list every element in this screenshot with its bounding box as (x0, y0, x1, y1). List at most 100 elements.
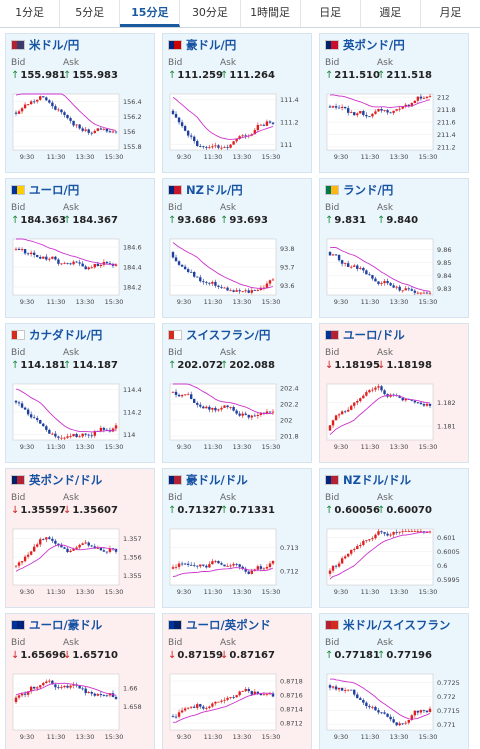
tab-1[interactable]: 5分足 (60, 0, 121, 27)
tab-5[interactable]: 日足 (301, 0, 361, 27)
pair-name[interactable]: 英ポンド/ドル (29, 473, 103, 487)
y-tick-label: 114 (123, 431, 135, 439)
candle-body (90, 435, 93, 437)
candle-body (99, 264, 103, 267)
pair-name[interactable]: NZドル/円 (186, 183, 243, 197)
candle-body (48, 680, 51, 682)
candlestick-chart[interactable]: 1.182 1.181 9:30 11:30 13:30 15:30 (325, 382, 463, 454)
tab-6[interactable]: 週足 (361, 0, 421, 27)
pair-name[interactable]: NZドル/ドル (343, 473, 412, 487)
pair-name[interactable]: 米ドル/スイスフラン (343, 618, 451, 632)
arrow-down-icon: ↓ (11, 650, 20, 661)
candle-body (226, 697, 229, 700)
pair-name[interactable]: ユーロ/豪ドル (29, 618, 103, 632)
pair-name[interactable]: スイスフラン/円 (186, 328, 271, 342)
candle-body (69, 550, 72, 553)
candle-body (368, 390, 371, 393)
tab-7[interactable]: 月足 (439, 6, 462, 19)
candle-body (410, 102, 414, 107)
candle-body (177, 261, 181, 265)
rate-card: NZドル/ドル Bid Ask ↑0.60056 ↑0.60070 0.601 0.6005… (319, 468, 469, 608)
candle-body (353, 112, 356, 116)
candle-body (265, 121, 269, 126)
candlestick-chart[interactable]: 0.8718 0.8716 0.8714 0.8712 9:30 11:30 13:30 15… (168, 672, 306, 744)
pair-name[interactable]: ユーロ/英ポンド (186, 618, 271, 632)
pair-name[interactable]: カナダドル/円 (29, 328, 103, 342)
x-tick-label: 15:30 (419, 443, 438, 451)
pair-name[interactable]: 英ポンド/円 (343, 38, 405, 52)
tab-3[interactable]: 30分足 (180, 0, 241, 27)
bid-price: 0.71327 (177, 505, 223, 516)
pair-name[interactable]: ユーロ/円 (29, 183, 80, 197)
bid-price: 155.981 (20, 70, 66, 81)
pair-name[interactable]: ランド/円 (343, 183, 394, 197)
candle-body (217, 409, 220, 411)
y-tick-label: 0.713 (280, 544, 299, 552)
candlestick-chart[interactable]: 156.4 156.2 156 155.8 9:30 11:30 13:30 15:30 (11, 92, 149, 164)
bid-value: ↓0.87159 (168, 650, 223, 664)
bid-price: 202.072 (177, 360, 223, 371)
arrow-up-icon: ↑ (377, 70, 386, 81)
candle-body (214, 407, 217, 411)
candlestick-chart[interactable]: 93.8 93.7 93.6 9:30 11:30 13:30 15:30 (168, 237, 306, 309)
candlestick-chart[interactable]: 1.66 1.658 9:30 11:30 13:30 15:30 (11, 672, 149, 744)
candle-body (69, 118, 72, 121)
candle-body (90, 692, 93, 694)
candlestick-chart[interactable]: 1.357 1.356 1.355 9:30 11:30 13:30 15:30 (11, 527, 149, 599)
candle-body (17, 695, 21, 698)
candle-body (398, 286, 401, 291)
candle-body (183, 394, 187, 396)
tab-0[interactable]: 1分足 (0, 0, 61, 27)
candlestick-chart[interactable]: 202.4 202.2 202 201.8 9:30 11:30 13:30 15:30 (168, 382, 306, 454)
flag-icon (11, 330, 25, 340)
candlestick-chart[interactable]: 0.601 0.6005 0.6 0.5995 9:30 11:30 13:30 15:30 (325, 527, 463, 599)
candlestick-chart[interactable]: 0.713 0.712 9:30 11:30 13:30 15:30 (168, 527, 306, 599)
candle-body (20, 108, 24, 112)
candle-body (60, 687, 63, 688)
candle-body (202, 146, 205, 148)
candle-body (202, 406, 205, 409)
candle-body (419, 710, 423, 713)
candle-body (389, 283, 392, 286)
card-header: 米ドル/スイスフラン (325, 617, 463, 633)
candle-body (180, 122, 184, 127)
candlestick-chart[interactable]: 114.4 114.2 114 9:30 11:30 13:30 15:30 (11, 382, 149, 454)
candlestick-chart[interactable]: 111.4 111.2 111 9:30 11:30 13:30 15:30 (168, 92, 306, 164)
candle-body (334, 686, 338, 690)
candlestick-chart[interactable]: 212 211.8 211.6 211.4 211.2 9:30 11:30 13:30 15:… (325, 92, 463, 164)
candle-body (81, 543, 84, 545)
candle-body (340, 687, 344, 691)
candlestick-chart[interactable]: 0.7725 0.772 0.7715 0.771 9:30 11:30 13:30 15:3… (325, 672, 463, 744)
bid-price: 111.259 (177, 70, 223, 81)
x-tick-label: 15:30 (262, 443, 281, 451)
candle-body (371, 113, 374, 117)
pair-name[interactable]: 米ドル/円 (29, 38, 80, 52)
moving-average-line (172, 96, 274, 140)
moving-average-line (329, 246, 431, 292)
candle-body (111, 264, 115, 266)
flag-icon (325, 330, 339, 340)
candle-body (208, 706, 211, 708)
candle-body (39, 96, 42, 100)
pair-name[interactable]: 豪ドル/ドル (186, 473, 248, 487)
tab-2[interactable]: 15分足 (120, 0, 181, 27)
candle-body (84, 129, 87, 131)
candle-body (232, 697, 235, 698)
moving-average-line (172, 567, 274, 577)
candle-body (54, 433, 57, 437)
pair-name[interactable]: ユーロ/ドル (343, 328, 405, 342)
candle-body (45, 537, 48, 540)
candle-body (199, 404, 202, 407)
candlestick-chart[interactable]: 9.86 9.85 9.84 9.83 9:30 11:30 13:30 15:30 (325, 237, 463, 309)
candle-body (235, 695, 238, 698)
candle-body (377, 109, 380, 112)
tab-4[interactable]: 1時間足 (241, 0, 301, 27)
candlestick-chart[interactable]: 184.6 184.4 184.2 9:30 11:30 13:30 15:30 (11, 237, 149, 309)
pair-name[interactable]: 豪ドル/円 (186, 38, 237, 52)
candle-body (241, 566, 244, 569)
candle-body (42, 423, 45, 427)
candle-body (186, 563, 190, 565)
bid-label: Bid (325, 638, 340, 648)
y-tick-label: 0.771 (437, 721, 456, 729)
arrow-up-icon: ↑ (168, 215, 177, 226)
